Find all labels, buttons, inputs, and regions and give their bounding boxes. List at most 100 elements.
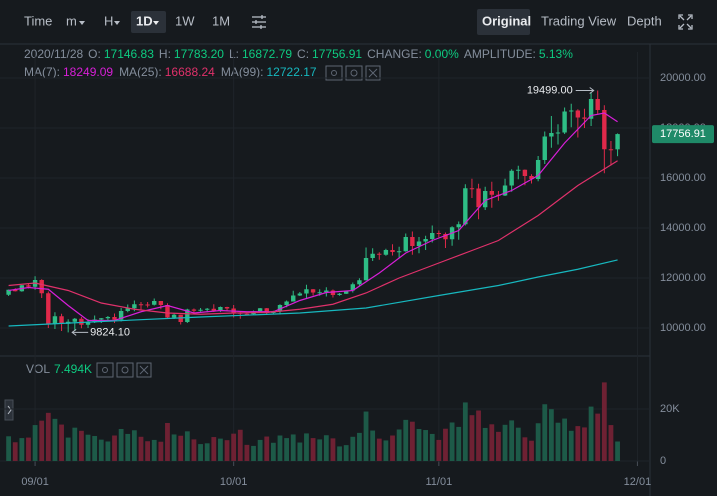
candle-body <box>436 233 442 234</box>
volume-bar <box>59 424 64 461</box>
icon-dot <box>331 70 337 76</box>
candle-body <box>482 191 488 208</box>
selected-view-bg <box>477 9 530 35</box>
candle-body <box>555 132 561 134</box>
volume-bar <box>582 427 587 461</box>
candle-body <box>469 188 475 190</box>
candle-body <box>330 290 336 295</box>
candle-body <box>79 318 84 325</box>
ohlc-info: 2020/11/28O:17146.83H:17783.20L:16872.79… <box>24 47 573 61</box>
icon-settings[interactable] <box>345 65 363 81</box>
y-tick-label: 0 <box>660 455 666 467</box>
volume-bar <box>317 439 323 461</box>
scroll-arrow <box>7 405 12 415</box>
candle-body <box>430 233 435 239</box>
interval[interactable]: 1M <box>212 13 230 28</box>
ma-icons <box>325 65 381 81</box>
candle-body <box>132 304 137 309</box>
candle-body <box>198 309 203 311</box>
volume-bar <box>79 430 84 461</box>
volume-bar <box>436 439 442 461</box>
volume-bar <box>165 422 170 461</box>
candle-body <box>423 239 428 242</box>
candle-body <box>244 313 250 315</box>
candle-body <box>165 305 170 318</box>
interval[interactable]: H <box>104 13 113 28</box>
info-label: O: <box>88 47 101 61</box>
volume-bar <box>131 430 137 461</box>
fullscreen-icon[interactable] <box>678 14 693 30</box>
interval[interactable]: m <box>66 13 77 28</box>
view-tab[interactable]: Original <box>482 13 531 28</box>
volume-bar <box>383 440 389 461</box>
x-tick-label: 09/01 <box>21 476 49 488</box>
volume-bar <box>443 428 448 461</box>
icon-close[interactable] <box>365 65 381 81</box>
x-tick-label: 12/01 <box>624 476 652 488</box>
interval[interactable]: 1W <box>175 13 195 28</box>
candle-body <box>516 169 521 171</box>
candle-body <box>370 253 375 258</box>
candle-body <box>595 99 600 110</box>
candle-body <box>72 318 77 322</box>
volume-bar <box>376 438 382 461</box>
volume-bar <box>476 410 481 461</box>
candle-body <box>145 304 150 306</box>
interval[interactable]: 1D <box>136 13 153 28</box>
view-tab[interactable]: Depth <box>627 13 662 28</box>
volume-bar <box>92 436 98 461</box>
candle-body <box>410 237 415 246</box>
icon-settings[interactable] <box>116 362 134 378</box>
volume-bar <box>323 435 329 461</box>
volume-value: 7.494K <box>54 362 92 376</box>
icon-close[interactable] <box>136 362 152 378</box>
volume-bar <box>529 440 534 461</box>
icon-eye[interactable] <box>325 65 343 81</box>
caret <box>153 21 159 25</box>
ma-value: 12722.17 <box>267 65 317 79</box>
candle-body <box>396 251 402 253</box>
volume-bar <box>224 440 230 461</box>
volume-bar <box>343 445 349 461</box>
volume-bar <box>310 438 316 461</box>
vol-icons <box>96 362 152 378</box>
candle-body <box>191 309 197 311</box>
interval[interactable]: Time <box>24 13 52 28</box>
candle-body <box>588 99 594 119</box>
ma-value: 18249.09 <box>63 65 113 79</box>
volume-bar <box>151 439 157 461</box>
settings-icon[interactable] <box>252 15 266 29</box>
candle-body <box>26 285 31 287</box>
volume-bar <box>403 419 409 461</box>
candle-body <box>231 308 236 313</box>
volume-bar <box>270 442 276 461</box>
x-tick-label: 10/01 <box>220 476 248 488</box>
icon-dot <box>121 366 129 374</box>
scroll-button[interactable] <box>4 399 14 421</box>
volume-bar <box>502 424 508 461</box>
volume-bar <box>118 428 124 461</box>
candle-body <box>390 250 395 252</box>
candle-body <box>403 237 408 252</box>
candle-body <box>476 188 481 208</box>
volume-bar <box>416 428 422 461</box>
volume-bar <box>251 445 256 461</box>
candle-body <box>549 133 554 137</box>
candle-body <box>416 241 422 246</box>
candle-body <box>85 322 91 325</box>
candle-body <box>602 110 607 150</box>
volume-bar <box>6 436 12 461</box>
view-tab[interactable]: Trading View <box>541 13 617 28</box>
icon-eye[interactable] <box>96 362 114 378</box>
candle-body <box>105 317 111 319</box>
icon-x <box>139 365 149 375</box>
info-label: H: <box>159 47 171 61</box>
candle-body <box>310 289 316 293</box>
candle-body <box>211 308 216 311</box>
candle-body <box>138 304 144 306</box>
max-label: 19499.00 <box>527 84 573 96</box>
volume-bar <box>562 418 568 461</box>
volume-bar <box>390 435 395 461</box>
volume-bar <box>145 441 151 461</box>
